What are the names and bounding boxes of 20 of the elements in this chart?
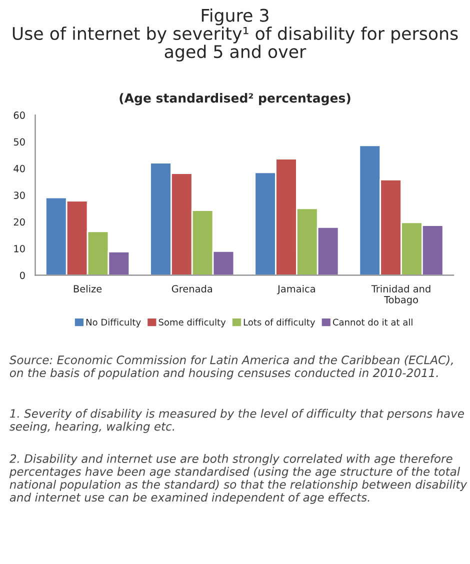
chart-title: Figure 3 Use of internet by severity¹ of disability for persons aged 5 and over [12,8,458,62]
text: 2. Disability and internet use are both strongly correlated with age therefore percentages have been age standardised (using the age structure of the total national population as the standard) so that the relationship between disability and internet use can be examined independent of age effects. [9,454,468,504]
source-note: Source: Economic Commission for Latin America and the Caribbean (ECLAC), on the basis of population and housing censuses conducted in 2010-2011. [9,355,453,380]
text: 1. Severity of disability is measured by the level of difficulty that persons have seeing, hearing, walking etc. [10,408,464,433]
y-tick-label: 60 [14,112,25,119]
legend-label: No Difficulty [86,318,141,328]
legend-label: Some difficulty [158,318,226,328]
y-tick-label: 40 [14,164,25,172]
x-tick-label: Jamaica [277,284,315,294]
x-tick-label: Grenada [172,284,212,292]
y-tick-label: 20 [14,218,25,226]
y-tick-label: 50 [14,138,25,146]
x-tick-label: Trinidad and Tobago [371,284,430,306]
chart-subtitle: (Age standardised² percentages) [120,93,350,106]
y-tick-label: 0 [20,272,25,280]
y-tick-label: 10 [14,245,25,252]
x-tick-label: Belize [74,284,102,292]
y-tick-label: 30 [14,192,25,199]
legend-label: Cannot do it at all [332,318,412,326]
legend-label: Lots of difficulty [244,318,316,328]
